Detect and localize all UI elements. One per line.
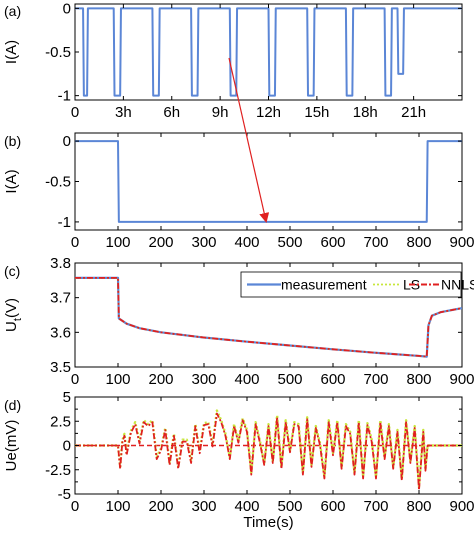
x-tick-label: 600 <box>320 371 345 388</box>
x-tick-label: 600 <box>320 498 345 515</box>
y-axis-label: Ue(mV) <box>3 420 20 472</box>
legend-entry: measurement <box>281 277 367 293</box>
y-tick-label: 0 <box>63 438 71 455</box>
panel-label: (c) <box>4 263 20 279</box>
x-tick-label: 300 <box>191 498 216 515</box>
x-tick-label: 200 <box>148 498 173 515</box>
legend: measurement LS NNLS <box>240 271 474 298</box>
y-tick-label: -5 <box>58 486 71 503</box>
x-tick-label: 900 <box>449 371 474 388</box>
x-tick-label: 300 <box>191 234 216 251</box>
x-tick-label: 800 <box>406 371 431 388</box>
x-tick-label: 700 <box>363 234 388 251</box>
y-tick-label: 3.5 <box>50 359 71 376</box>
x-tick-label: 500 <box>277 371 302 388</box>
series-nnls <box>75 277 462 358</box>
y-tick-label: 3.6 <box>50 324 71 341</box>
panel-label: (d) <box>4 397 21 413</box>
panel-label: (a) <box>4 3 21 19</box>
y-tick-label: 2.5 <box>50 413 71 430</box>
x-tick-label: 18h <box>353 104 378 121</box>
panel-0: 0 3h 6h 9h 12h 15h 18h 21h 0 -0.5 -1 <box>45 0 463 121</box>
series-current <box>75 7 462 97</box>
plot-area <box>75 409 462 492</box>
x-tick-label: 0 <box>71 104 79 121</box>
x-tick-label: 21h <box>401 104 426 121</box>
y-tick-label: -1 <box>58 88 71 105</box>
x-tick-label: 300 <box>191 371 216 388</box>
x-tick-label: 200 <box>148 371 173 388</box>
panel-label: (b) <box>4 133 21 149</box>
x-tick-label: 15h <box>304 104 329 121</box>
series-current <box>75 140 462 223</box>
x-tick-label: 400 <box>234 234 259 251</box>
y-axis-label: Ut(V) <box>3 298 24 332</box>
x-tick-label: 600 <box>320 234 345 251</box>
x-tick-label: 800 <box>406 234 431 251</box>
x-tick-label: 100 <box>105 498 130 515</box>
x-tick-label: 700 <box>363 371 388 388</box>
x-tick-label: 500 <box>277 234 302 251</box>
x-tick-label: 400 <box>234 371 259 388</box>
y-tick-label: -0.5 <box>45 44 71 61</box>
x-axis-label: Time(s) <box>243 514 293 531</box>
legend-entry: NNLS <box>441 277 474 293</box>
axes-box <box>74 132 463 231</box>
zoom-arrow <box>228 57 270 223</box>
y-axis-label: I(A) <box>3 169 20 193</box>
x-tick-label: 900 <box>449 498 474 515</box>
y-tick-label: 3.7 <box>50 290 71 307</box>
x-tick-label: 400 <box>234 498 259 515</box>
x-tick-label: 900 <box>449 234 474 251</box>
x-tick-label: 0 <box>71 371 79 388</box>
x-tick-label: 800 <box>406 498 431 515</box>
x-tick-label: 9h <box>212 104 229 121</box>
y-tick-label: -2.5 <box>45 462 71 479</box>
x-tick-label: 200 <box>148 234 173 251</box>
x-tick-label: 3h <box>115 104 132 121</box>
y-tick-label: 3.8 <box>50 255 71 272</box>
y-axis-label: I(A) <box>3 40 20 64</box>
plot-area <box>75 140 462 223</box>
plot-area <box>75 7 462 97</box>
panel-3: 0 100 200 300 400 500 600 700 800 900 5 2.5 0 -2.5 -5 <box>45 389 474 515</box>
y-tick-label: 0 <box>63 0 71 17</box>
x-tick-label: 100 <box>105 371 130 388</box>
x-tick-label: 6h <box>163 104 180 121</box>
x-tick-label: 700 <box>363 498 388 515</box>
y-tick-label: 5 <box>63 389 71 406</box>
y-tick-label: 0 <box>63 133 71 150</box>
series-nnls <box>75 412 462 492</box>
x-tick-label: 500 <box>277 498 302 515</box>
x-tick-label: 100 <box>105 234 130 251</box>
x-tick-label: 12h <box>256 104 281 121</box>
plot-area <box>75 276 462 358</box>
x-tick-label: 0 <box>71 498 79 515</box>
x-tick-label: 0 <box>71 234 79 251</box>
y-tick-label: -0.5 <box>45 174 71 191</box>
y-tick-label: -1 <box>58 214 71 231</box>
